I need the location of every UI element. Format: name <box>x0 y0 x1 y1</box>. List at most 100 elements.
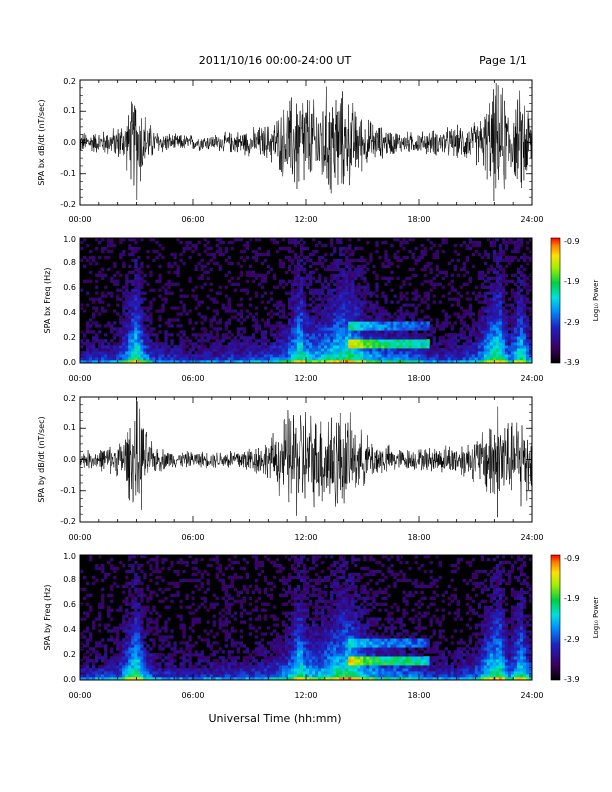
spectrogram-cell <box>188 644 192 648</box>
spectrogram-cell <box>101 348 105 352</box>
spectrogram-cell <box>245 656 250 660</box>
spectrogram-cell <box>321 354 325 358</box>
spectrogram-cell <box>245 590 250 594</box>
spectrogram-cell <box>348 243 352 248</box>
spectrogram-cell <box>251 671 256 675</box>
spectrogram-cell <box>107 243 111 248</box>
spectrogram-cell <box>287 321 292 325</box>
spectrogram-cell <box>89 608 93 612</box>
spectrogram-cell <box>414 294 418 298</box>
spectrogram-cell <box>495 279 500 283</box>
spectrogram-cell <box>254 677 259 681</box>
spectrogram-cell <box>110 327 114 331</box>
spectrogram-cell <box>501 348 506 352</box>
spectrogram-cell <box>116 357 120 361</box>
spectrogram-cell <box>200 575 204 580</box>
spectrogram-cell <box>95 674 99 678</box>
spectrogram-cell <box>510 258 515 263</box>
spectrogram-cell <box>125 294 129 298</box>
spectrogram-cell <box>239 357 244 361</box>
spectrogram-cell <box>119 336 123 340</box>
bx-colorbar: -0.9 -1.9 -2.9 -3.9 Log₁₀ Power <box>550 237 600 367</box>
spectrogram-cell <box>143 351 147 355</box>
spectrogram-cell <box>339 321 343 325</box>
spectrogram-cell <box>504 315 509 319</box>
spectrogram-cell <box>486 279 491 283</box>
spectrogram-cell <box>483 306 488 310</box>
spectrogram-cell <box>281 327 286 331</box>
spectrogram-cell <box>191 668 195 672</box>
spectrogram-cell <box>98 555 102 559</box>
spectrogram-cell <box>309 315 313 319</box>
spectrogram-cell <box>137 360 141 364</box>
spectrogram-cell <box>299 291 304 295</box>
spectrogram-cell <box>203 656 207 660</box>
spectrogram-cell <box>239 677 244 681</box>
spectrogram-cell <box>212 671 216 675</box>
spectrogram-cell <box>107 560 111 565</box>
spectrogram-cell <box>486 360 491 364</box>
spectrogram-cell <box>498 288 503 292</box>
spectrogram-cell <box>215 300 219 304</box>
spectrogram-cell <box>498 306 503 310</box>
spectrogram-cell <box>179 671 183 675</box>
spectrogram-cell <box>125 656 129 660</box>
spectrogram-cell <box>266 354 271 358</box>
spectrogram-cell <box>191 327 195 331</box>
spectrogram-cell <box>119 662 123 666</box>
spectrogram-cell <box>158 318 162 322</box>
spectrogram-cell <box>119 252 123 257</box>
spectrogram-cell <box>447 345 451 349</box>
spectrogram-cell <box>357 306 361 310</box>
spectrogram-cell <box>185 644 189 648</box>
spectrogram-cell <box>375 288 379 292</box>
spectrogram-cell <box>245 273 250 277</box>
spectrogram-cell <box>336 354 340 358</box>
spectrogram-cell <box>402 303 406 307</box>
spectrogram-cell <box>390 348 394 352</box>
spectrogram-cell <box>173 270 177 275</box>
spectrogram-cell <box>426 348 430 352</box>
spectrogram-cell <box>125 632 129 636</box>
spectrogram-cell <box>327 315 331 319</box>
spectrogram-cell <box>522 354 527 358</box>
spectrogram-cell <box>134 336 138 340</box>
spectrogram-cell <box>360 357 364 361</box>
spectrogram-cell <box>450 339 454 343</box>
spectrogram-cell <box>348 303 352 307</box>
spectrogram-cell <box>312 333 316 337</box>
spectrogram-cell <box>414 309 418 313</box>
spectrogram-cell <box>405 255 409 260</box>
spectrogram-cell <box>206 581 210 586</box>
spectrogram-cell <box>513 294 518 298</box>
spectrogram-cell <box>140 647 144 651</box>
spectrogram-cell <box>188 318 192 322</box>
spectrogram-cell <box>188 555 192 559</box>
spectrogram-cell <box>519 297 524 301</box>
spectrogram-cell <box>155 336 159 340</box>
spectrogram-cell <box>89 330 93 334</box>
spectrogram-cell <box>149 629 153 633</box>
spectrogram-cell <box>257 246 262 251</box>
spectrogram-cell <box>333 249 337 254</box>
spectrogram-cell <box>158 264 162 269</box>
spectrogram-cell <box>507 327 512 331</box>
spectrogram-cell <box>396 315 400 319</box>
spectrogram-cell <box>342 324 346 328</box>
spectrogram-cell <box>143 345 147 349</box>
spectrogram-cell <box>167 656 171 660</box>
spectrogram-cell <box>119 318 123 322</box>
spectrogram-cell <box>92 360 96 364</box>
spectrogram-cell <box>435 360 439 364</box>
spectrogram-cell <box>116 327 120 331</box>
spectrogram-cell <box>366 291 370 295</box>
spectrogram-cell <box>128 659 132 663</box>
spectrogram-cell <box>191 617 195 621</box>
spectrogram-cell <box>155 309 159 313</box>
spectrogram-cell <box>137 348 141 352</box>
spectrogram-cell <box>330 357 334 361</box>
spectrogram-cell <box>495 318 500 322</box>
spectrogram-cell <box>287 255 292 260</box>
spectrogram-cell <box>318 357 322 361</box>
spectrogram-cell <box>474 339 479 343</box>
